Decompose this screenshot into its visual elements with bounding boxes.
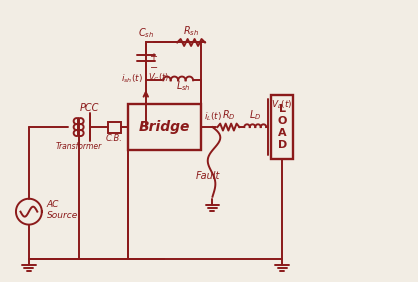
Text: $R_D$: $R_D$ xyxy=(222,108,235,122)
Bar xyxy=(108,122,121,133)
Text: Fault: Fault xyxy=(195,171,220,181)
Text: O: O xyxy=(278,116,287,126)
Text: C.B.: C.B. xyxy=(106,134,123,143)
Text: PCC: PCC xyxy=(80,103,99,113)
Text: Bridge: Bridge xyxy=(138,120,190,134)
Text: Source: Source xyxy=(47,211,78,220)
Text: D: D xyxy=(278,140,287,150)
Text: AC: AC xyxy=(47,200,59,209)
Text: $L_D$: $L_D$ xyxy=(249,108,261,122)
Text: A: A xyxy=(278,128,286,138)
Text: $i_{sh}(t)$: $i_{sh}(t)$ xyxy=(121,72,143,85)
Text: +: + xyxy=(149,52,157,62)
Text: Transformer: Transformer xyxy=(56,142,102,151)
Text: $C_{sh}$: $C_{sh}$ xyxy=(138,26,154,39)
Text: $V_C(t)$: $V_C(t)$ xyxy=(148,71,169,83)
Text: L: L xyxy=(279,104,285,114)
Text: $V_L(t)$: $V_L(t)$ xyxy=(271,98,293,111)
Bar xyxy=(128,104,201,150)
Text: $-$: $-$ xyxy=(149,61,158,71)
Bar xyxy=(271,95,293,159)
Text: $R_{sh}$: $R_{sh}$ xyxy=(183,25,199,38)
Text: $i_L(t)$: $i_L(t)$ xyxy=(204,110,222,123)
Text: $L_{sh}$: $L_{sh}$ xyxy=(176,79,191,93)
